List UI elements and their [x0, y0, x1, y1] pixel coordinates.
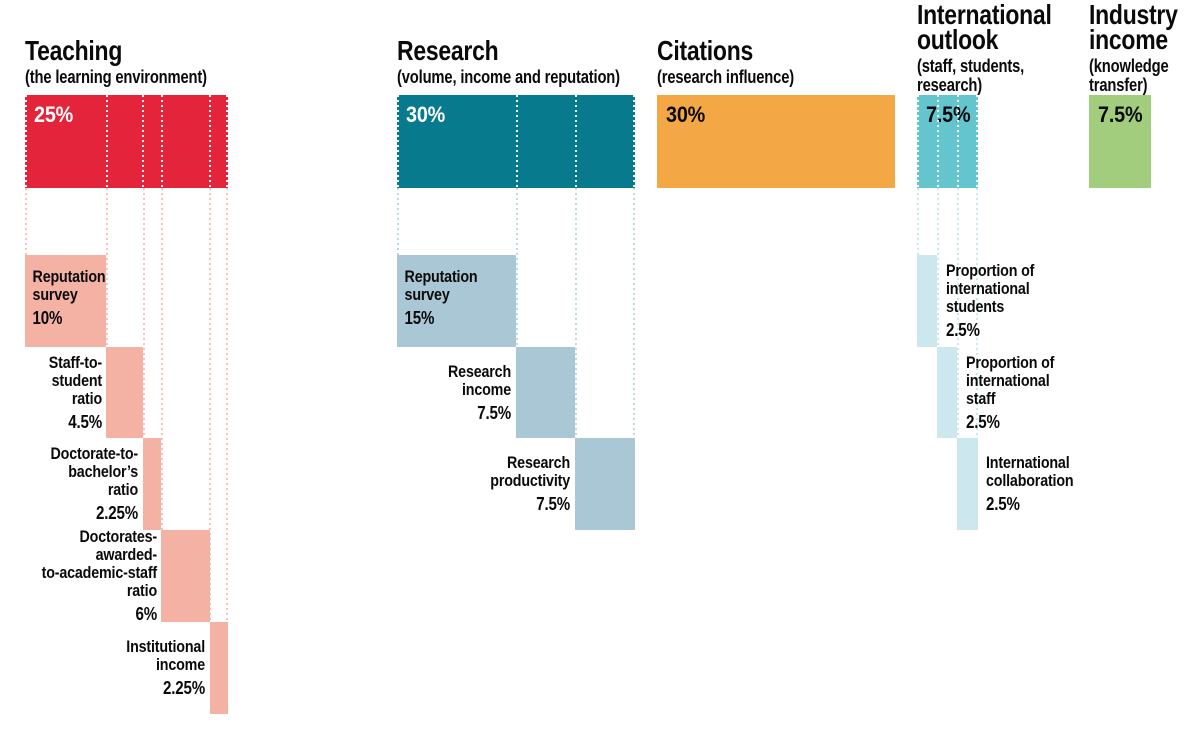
guide-line: [575, 188, 577, 438]
research-productivity-block: [575, 438, 635, 530]
citations-subtitle: (research influence): [657, 67, 794, 87]
component-value: 7.5%: [536, 494, 570, 514]
international-outlook-title: International outlook: [917, 0, 1052, 55]
guide-line: [25, 188, 27, 255]
bar-divider: [106, 95, 108, 188]
bar-divider: [209, 95, 211, 188]
guide-line: [106, 188, 108, 347]
industry-income-weight-label: 7.5%: [1098, 102, 1143, 127]
staff-to-student-ratio-label: Staff-to- student ratio 4.5%: [33, 347, 102, 438]
research-income-label: Research income 7.5%: [435, 347, 511, 438]
international-outlook-bar: 7.5%: [917, 95, 978, 188]
component-value: 2.25%: [95, 503, 138, 523]
citations-title: Citations: [657, 35, 754, 66]
institutional-income-label: Institutional income 2.25%: [126, 622, 205, 714]
guide-line: [226, 188, 228, 622]
teaching-header: Teaching (the learning environment): [25, 35, 285, 87]
citations-weight-label: 30%: [666, 102, 706, 127]
doctorates-awarded-ratio-block: [161, 530, 210, 622]
component-value: 2.5%: [966, 411, 1000, 432]
component-name: Institutional income: [126, 637, 205, 674]
teaching-reputation-survey-block: Reputation survey 10%: [25, 255, 106, 347]
guide-line: [957, 188, 959, 438]
component-value: 2.5%: [946, 320, 980, 340]
doctorate-to-bachelors-ratio-label: Doctorate-to- bachelor’s ratio 2.25%: [44, 438, 139, 530]
component-name: Doctorate-to- bachelor’s ratio: [50, 444, 139, 499]
bar-divider: [575, 95, 577, 188]
teaching-subtitle: (the learning environment): [25, 67, 207, 87]
research-productivity-label: Research productivity 7.5%: [476, 438, 570, 530]
component-name: Doctorates-awarded- to-academic-staff ra…: [41, 527, 158, 600]
component-value: 7.5%: [477, 402, 511, 423]
component-name: Staff-to- student ratio: [48, 352, 102, 408]
component-name: Proportion of international staff: [966, 352, 1055, 408]
bar-divider: [397, 95, 399, 188]
component-name: Proportion of international students: [946, 261, 1035, 316]
guide-line: [209, 188, 211, 622]
international-staff-block: [937, 347, 957, 438]
bar-divider: [516, 95, 518, 188]
bar-divider: [142, 95, 144, 188]
industry-income-title: Industry income: [1089, 0, 1178, 55]
component-name: Reputation survey: [32, 267, 106, 304]
staff-to-student-ratio-block: [106, 347, 143, 438]
international-students-label: Proportion of international students 2.5…: [946, 255, 1051, 347]
research-weight-label: 30%: [406, 102, 446, 127]
bar-divider: [25, 95, 27, 188]
component-name: Research income: [448, 361, 511, 399]
international-staff-label: Proportion of international staff 2.5%: [966, 347, 1071, 438]
international-outlook-subtitle: (staff, students, research): [917, 56, 1025, 95]
component-value: 15%: [404, 308, 435, 328]
guide-line: [397, 188, 399, 255]
teaching-bar: 25%: [25, 95, 228, 188]
component-value: 4.5%: [68, 411, 102, 432]
component-name: Reputation survey: [404, 267, 478, 304]
component-value: 2.25%: [162, 678, 205, 698]
citations-bar: 30%: [657, 95, 895, 188]
component-value: 2.5%: [986, 494, 1020, 514]
guide-line: [917, 188, 919, 255]
guide-line: [633, 188, 635, 438]
guide-line: [143, 188, 145, 438]
research-subtitle: (volume, income and reputation): [397, 67, 620, 87]
international-outlook-header: International outlook (staff, students, …: [917, 0, 1087, 95]
teaching-reputation-survey-label: Reputation survey 10%: [25, 255, 106, 347]
bar-divider: [957, 95, 959, 188]
teaching-title: Teaching: [25, 35, 123, 66]
citations-header: Citations (research influence): [657, 35, 917, 87]
component-name: Research productivity: [490, 453, 570, 490]
research-bar: 30%: [397, 95, 635, 188]
bar-divider: [226, 95, 228, 188]
research-reputation-survey-block: Reputation survey 15%: [397, 255, 516, 347]
bar-divider: [633, 95, 635, 188]
industry-income-bar: 7.5%: [1089, 95, 1151, 188]
doctorate-to-bachelors-ratio-block: [143, 438, 161, 530]
bar-divider: [937, 95, 939, 188]
bar-divider: [976, 95, 978, 188]
international-students-block: [917, 255, 937, 347]
international-collaboration-label: International collaboration 2.5%: [986, 438, 1099, 530]
guide-line: [161, 188, 163, 530]
research-reputation-survey-label: Reputation survey 15%: [397, 255, 497, 347]
guide-line: [516, 188, 518, 347]
industry-income-subtitle: (knowledge transfer): [1089, 56, 1169, 95]
component-value: 6%: [135, 604, 157, 624]
institutional-income-block: [210, 622, 228, 714]
guide-line: [937, 188, 939, 347]
component-name: International collaboration: [986, 453, 1074, 490]
international-collaboration-block: [957, 438, 978, 530]
teaching-weight-label: 25%: [34, 102, 74, 127]
industry-income-header: Industry income (knowledge transfer): [1089, 0, 1199, 95]
research-title: Research: [397, 35, 499, 66]
bar-divider: [917, 95, 919, 188]
research-income-block: [516, 347, 575, 438]
research-header: Research (volume, income and reputation): [397, 35, 697, 87]
bar-divider: [161, 95, 163, 188]
doctorates-awarded-ratio-label: Doctorates-awarded- to-academic-staff ra…: [32, 527, 158, 624]
guide-line: [976, 188, 978, 438]
international-outlook-weight-label: 7.5%: [926, 102, 971, 127]
component-value: 10%: [32, 308, 63, 328]
